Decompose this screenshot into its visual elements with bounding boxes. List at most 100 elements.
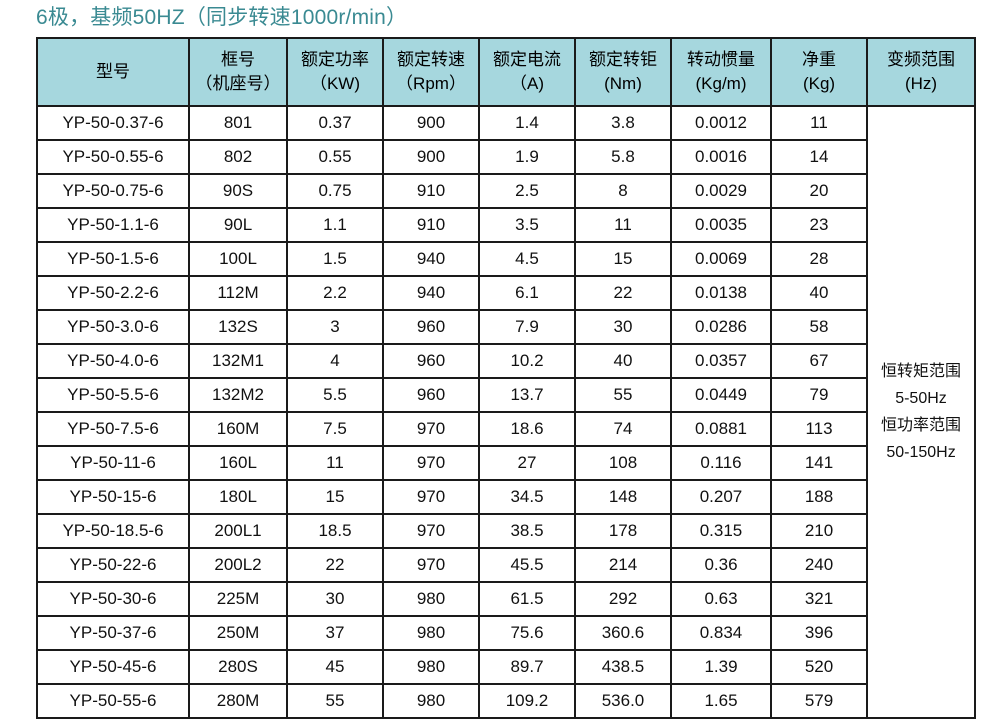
- cell-inertia: 0.116: [670, 445, 772, 481]
- cell-weight: 240: [770, 547, 868, 583]
- cell-weight: 23: [770, 207, 868, 243]
- cell-frame: 225M: [188, 581, 288, 617]
- cell-current: 61.5: [478, 581, 576, 617]
- cell-inertia: 0.0138: [670, 275, 772, 311]
- cell-weight: 14: [770, 139, 868, 175]
- table-row: YP-50-22-6 200L2 22 970 45.5 214 0.36 240: [36, 547, 975, 583]
- cell-weight: 188: [770, 479, 868, 515]
- cell-model: YP-50-5.5-6: [36, 377, 190, 413]
- cell-power: 0.75: [286, 173, 384, 209]
- cell-power: 1.5: [286, 241, 384, 277]
- table-row: YP-50-1.5-6 100L 1.5 940 4.5 15 0.0069 28: [36, 241, 975, 277]
- cell-torque: 536.0: [574, 683, 672, 719]
- table-row: YP-50-55-6 280M 55 980 109.2 536.0 1.65 579: [36, 683, 975, 719]
- cell-current: 10.2: [478, 343, 576, 379]
- cell-current: 89.7: [478, 649, 576, 685]
- cell-inertia: 0.207: [670, 479, 772, 515]
- cell-frame: 250M: [188, 615, 288, 651]
- cell-torque: 3.8: [574, 105, 672, 141]
- column-header-model-line1: 型号: [96, 62, 130, 81]
- cell-inertia: 0.0449: [670, 377, 772, 413]
- cell-inertia: 1.39: [670, 649, 772, 685]
- cell-model: YP-50-3.0-6: [36, 309, 190, 345]
- cell-frame: 200L2: [188, 547, 288, 583]
- cell-power: 3: [286, 309, 384, 345]
- table-row: YP-50-3.0-6 132S 3 960 7.9 30 0.0286 58: [36, 309, 975, 345]
- cell-model: YP-50-2.2-6: [36, 275, 190, 311]
- frequency-range-line4: 50-150Hz: [886, 444, 956, 461]
- cell-speed: 910: [382, 173, 480, 209]
- table-row: YP-50-37-6 250M 37 980 75.6 360.6 0.834 396: [36, 615, 975, 651]
- cell-model: YP-50-0.37-6: [36, 105, 190, 141]
- cell-power: 30: [286, 581, 384, 617]
- cell-speed: 940: [382, 241, 480, 277]
- cell-weight: 141: [770, 445, 868, 481]
- column-header-speed-line1: 额定转速: [397, 50, 465, 69]
- column-header-current-line1: 额定电流: [493, 50, 561, 69]
- cell-current: 6.1: [478, 275, 576, 311]
- cell-torque: 40: [574, 343, 672, 379]
- cell-inertia: 0.0069: [670, 241, 772, 277]
- cell-model: YP-50-45-6: [36, 649, 190, 685]
- cell-model: YP-50-0.75-6: [36, 173, 190, 209]
- cell-speed: 960: [382, 343, 480, 379]
- frequency-range-line2: 5-50Hz: [895, 390, 947, 407]
- cell-frame: 280S: [188, 649, 288, 685]
- cell-torque: 438.5: [574, 649, 672, 685]
- column-header-frame: 框号 （机座号）: [188, 37, 288, 107]
- cell-current: 18.6: [478, 411, 576, 447]
- cell-speed: 970: [382, 513, 480, 549]
- cell-weight: 396: [770, 615, 868, 651]
- column-header-current-line2: （A): [510, 74, 544, 93]
- cell-torque: 108: [574, 445, 672, 481]
- cell-speed: 940: [382, 275, 480, 311]
- cell-torque: 5.8: [574, 139, 672, 175]
- cell-model: YP-50-0.55-6: [36, 139, 190, 175]
- cell-model: YP-50-7.5-6: [36, 411, 190, 447]
- cell-speed: 970: [382, 411, 480, 447]
- column-header-frequency-range-line1: 变频范围: [887, 50, 955, 69]
- cell-torque: 360.6: [574, 615, 672, 651]
- cell-frame: 132M2: [188, 377, 288, 413]
- column-header-power: 额定功率 （KW): [286, 37, 384, 107]
- table-body: YP-50-0.37-6 801 0.37 900 1.4 3.8 0.0012 11 恒转矩范…: [36, 105, 976, 719]
- page-title: 6极，基频50HZ（同步转速1000r/min）: [36, 6, 408, 29]
- column-header-torque-line2: (Nm): [604, 74, 642, 93]
- cell-power: 37: [286, 615, 384, 651]
- cell-power: 4: [286, 343, 384, 379]
- cell-power: 0.37: [286, 105, 384, 141]
- cell-inertia: 0.315: [670, 513, 772, 549]
- cell-current: 4.5: [478, 241, 576, 277]
- cell-torque: 8: [574, 173, 672, 209]
- cell-inertia: 0.0016: [670, 139, 772, 175]
- cell-power: 22: [286, 547, 384, 583]
- cell-speed: 980: [382, 581, 480, 617]
- cell-model: YP-50-18.5-6: [36, 513, 190, 549]
- cell-torque: 148: [574, 479, 672, 515]
- table-row: YP-50-45-6 280S 45 980 89.7 438.5 1.39 520: [36, 649, 975, 685]
- table-row: YP-50-15-6 180L 15 970 34.5 148 0.207 188: [36, 479, 975, 515]
- cell-power: 45: [286, 649, 384, 685]
- cell-frame: 200L1: [188, 513, 288, 549]
- cell-current: 34.5: [478, 479, 576, 515]
- cell-weight: 321: [770, 581, 868, 617]
- cell-current: 27: [478, 445, 576, 481]
- cell-weight: 210: [770, 513, 868, 549]
- table-row: YP-50-0.55-6 802 0.55 900 1.9 5.8 0.0016 14: [36, 139, 975, 175]
- cell-inertia: 0.0029: [670, 173, 772, 209]
- cell-weight: 28: [770, 241, 868, 277]
- column-header-weight-line2: (Kg): [802, 74, 836, 93]
- cell-power: 1.1: [286, 207, 384, 243]
- cell-weight: 40: [770, 275, 868, 311]
- cell-speed: 980: [382, 649, 480, 685]
- table-row: YP-50-7.5-6 160M 7.5 970 18.6 74 0.0881 113: [36, 411, 975, 447]
- column-header-torque-line1: 额定转钜: [589, 50, 657, 69]
- cell-speed: 970: [382, 547, 480, 583]
- column-header-model: 型号: [36, 37, 190, 107]
- cell-current: 109.2: [478, 683, 576, 719]
- cell-current: 1.4: [478, 105, 576, 141]
- cell-speed: 980: [382, 615, 480, 651]
- column-header-frame-line2: （机座号）: [195, 74, 281, 93]
- frequency-range-line1: 恒转矩范围: [880, 363, 961, 380]
- cell-power: 0.55: [286, 139, 384, 175]
